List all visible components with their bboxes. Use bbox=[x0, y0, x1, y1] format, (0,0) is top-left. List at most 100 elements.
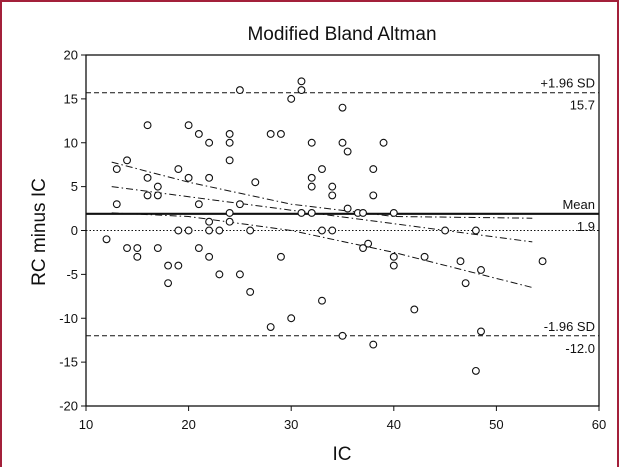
data-point bbox=[184, 226, 193, 235]
data-point bbox=[307, 182, 316, 191]
data-point bbox=[184, 121, 193, 130]
data-point bbox=[143, 173, 152, 182]
reference-line-value: 15.7 bbox=[570, 98, 595, 113]
x-axis-label: IC bbox=[333, 444, 352, 465]
plot-area: 10 20 30 40 50 60 -20 -15 -10 -5 0 5 10 15 20 +1.96 SD 1… bbox=[59, 48, 606, 433]
x-tick-label: 50 bbox=[489, 417, 503, 432]
data-point bbox=[194, 244, 203, 253]
data-point bbox=[251, 178, 260, 187]
data-point bbox=[102, 235, 111, 244]
data-point bbox=[471, 366, 480, 375]
data-point bbox=[225, 138, 234, 147]
data-point bbox=[307, 173, 316, 182]
data-point bbox=[410, 305, 419, 314]
data-point bbox=[164, 261, 173, 270]
data-point bbox=[143, 191, 152, 200]
data-point bbox=[225, 130, 234, 138]
data-point bbox=[205, 252, 214, 261]
data-point bbox=[266, 323, 275, 331]
data-point bbox=[364, 239, 373, 248]
x-tick-label: 30 bbox=[284, 417, 298, 432]
reference-line-label: -1.96 SD bbox=[544, 319, 595, 334]
chart-title: Modified Bland Altman bbox=[247, 24, 436, 45]
y-tick-label: 10 bbox=[64, 135, 78, 150]
reference-line-value: -12.0 bbox=[565, 341, 595, 356]
data-point bbox=[318, 296, 326, 305]
data-point bbox=[287, 94, 296, 103]
data-point bbox=[343, 147, 352, 156]
data-point bbox=[471, 226, 480, 235]
data-point bbox=[297, 77, 306, 86]
data-point bbox=[205, 173, 214, 182]
data-point bbox=[297, 209, 306, 217]
data-point bbox=[369, 191, 378, 200]
data-point bbox=[143, 121, 152, 130]
data-point bbox=[235, 86, 244, 95]
data-point bbox=[215, 226, 224, 235]
data-point bbox=[389, 261, 398, 270]
data-point bbox=[379, 138, 388, 147]
data-point bbox=[369, 340, 378, 349]
y-tick-label: 20 bbox=[64, 48, 78, 63]
data-point bbox=[338, 331, 347, 340]
data-point bbox=[225, 209, 234, 217]
data-point bbox=[112, 200, 121, 209]
data-point bbox=[235, 200, 244, 209]
reference-line-value: 1.9 bbox=[577, 219, 595, 234]
data-point bbox=[477, 327, 485, 336]
data-point bbox=[205, 217, 214, 226]
data-point bbox=[359, 209, 367, 217]
data-point bbox=[307, 138, 316, 147]
data-point bbox=[338, 138, 347, 147]
data-point bbox=[184, 173, 193, 182]
data-point bbox=[359, 244, 367, 253]
data-point bbox=[112, 165, 121, 174]
x-tick-label: 40 bbox=[387, 417, 401, 432]
data-point bbox=[246, 287, 255, 296]
y-tick-label: 0 bbox=[71, 223, 78, 238]
y-axis-label: RC minus IC bbox=[29, 178, 50, 286]
data-point bbox=[307, 209, 316, 217]
x-tick-label: 10 bbox=[79, 417, 93, 432]
data-point bbox=[328, 182, 337, 191]
data-point bbox=[287, 314, 296, 323]
data-point bbox=[153, 182, 162, 191]
data-point bbox=[164, 279, 173, 288]
data-point bbox=[133, 244, 142, 253]
data-point bbox=[389, 252, 398, 261]
data-point bbox=[174, 226, 183, 235]
data-point bbox=[133, 252, 142, 261]
data-point bbox=[343, 204, 352, 213]
data-point bbox=[194, 130, 203, 138]
data-point bbox=[276, 252, 285, 261]
data-point bbox=[477, 266, 485, 274]
data-point bbox=[420, 252, 429, 261]
data-point bbox=[205, 226, 214, 235]
data-point bbox=[297, 86, 306, 95]
data-point bbox=[538, 257, 547, 266]
y-tick-label: -20 bbox=[59, 399, 78, 414]
regression-lower-band bbox=[111, 212, 533, 288]
reference-line-label: +1.96 SD bbox=[540, 76, 595, 91]
data-point bbox=[389, 209, 398, 217]
data-point bbox=[369, 165, 378, 174]
x-tick-label: 20 bbox=[181, 417, 195, 432]
data-point bbox=[441, 226, 450, 235]
data-point bbox=[461, 279, 470, 288]
regression-upper-band bbox=[111, 161, 533, 219]
data-point bbox=[276, 130, 285, 138]
data-point bbox=[328, 226, 337, 235]
data-point bbox=[205, 138, 214, 147]
y-tick-label: 5 bbox=[71, 179, 78, 194]
data-point bbox=[123, 156, 131, 165]
data-point bbox=[194, 200, 203, 209]
y-tick-label: -15 bbox=[59, 355, 78, 370]
data-point bbox=[328, 191, 337, 200]
data-point bbox=[215, 270, 224, 279]
y-tick-label: -10 bbox=[59, 311, 78, 326]
data-point bbox=[318, 165, 326, 174]
data-point bbox=[246, 226, 255, 235]
data-point bbox=[174, 261, 183, 270]
